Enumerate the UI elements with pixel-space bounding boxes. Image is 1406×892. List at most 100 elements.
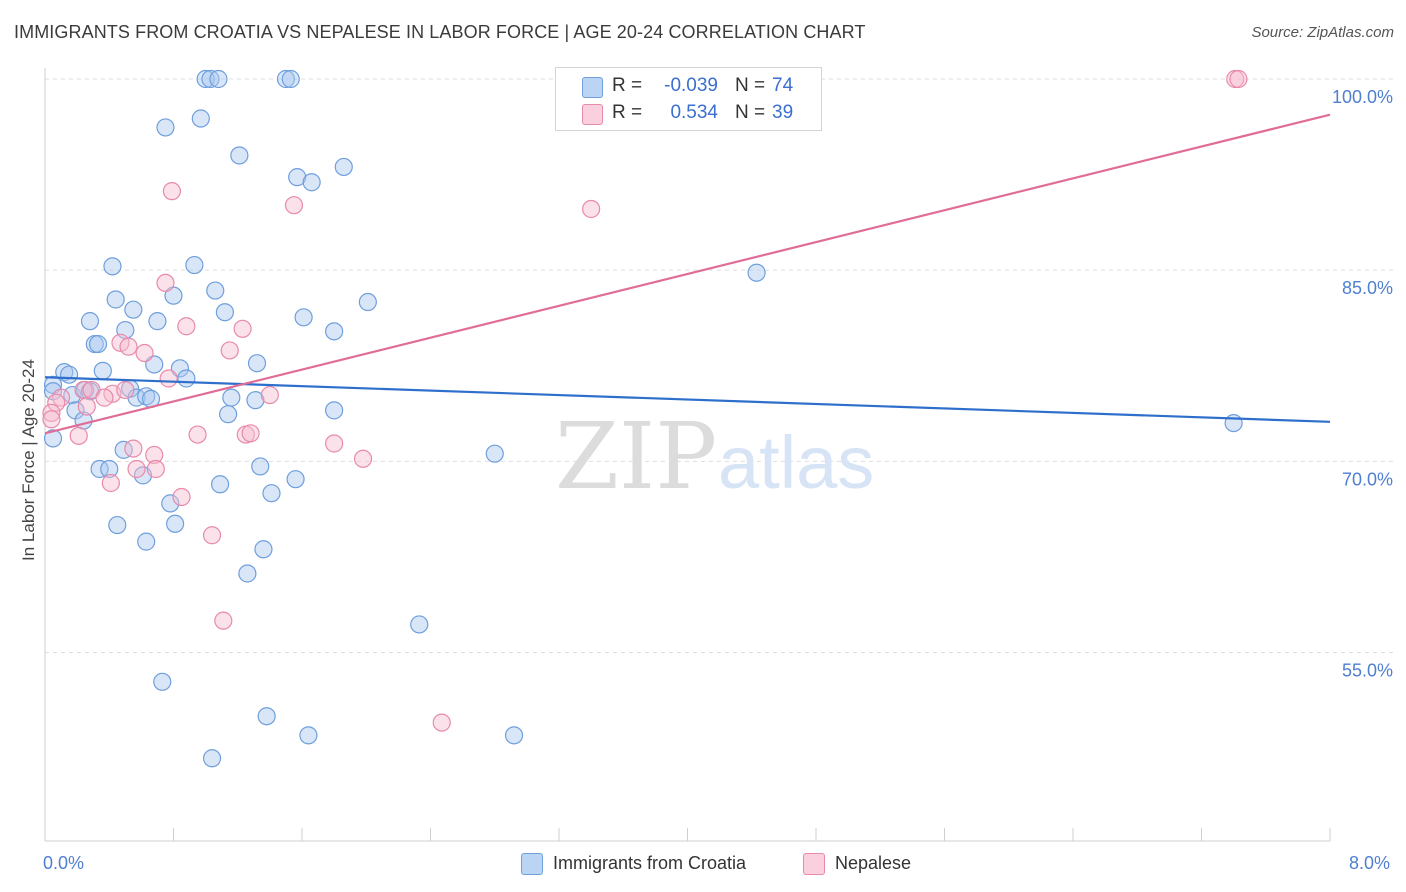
croatia-point xyxy=(191,109,210,128)
watermark: ZIP atlas xyxy=(555,403,874,510)
nepal-point xyxy=(47,393,66,412)
correlation-legend: R = -0.039 N = 74 R = 0.534 N = 39 xyxy=(555,67,822,131)
y-tick-label: 85.0% xyxy=(1342,278,1393,298)
legend-r-label: R = xyxy=(612,102,643,123)
croatia-point xyxy=(137,387,156,406)
croatia-point xyxy=(59,365,79,384)
croatia-point xyxy=(262,484,281,503)
croatia-point xyxy=(246,391,265,410)
croatia-point xyxy=(222,388,241,407)
nepal-point xyxy=(145,445,164,465)
nepal-point xyxy=(241,424,260,443)
nepal-point xyxy=(146,459,165,479)
croatia-point xyxy=(325,401,344,420)
nepal-point xyxy=(127,459,146,479)
croatia-point xyxy=(299,726,318,745)
nepal-point xyxy=(69,426,88,445)
nepal-point xyxy=(156,273,175,293)
legend-swatch-nepal xyxy=(803,853,825,875)
croatia-point xyxy=(196,69,215,89)
nepal-point xyxy=(119,337,138,356)
legend-swatch-croatia xyxy=(582,77,603,98)
nepal-point xyxy=(42,410,61,429)
nepal-point xyxy=(135,343,154,363)
croatia-point xyxy=(230,146,249,165)
croatia-point xyxy=(410,615,429,634)
croatia-point xyxy=(206,281,225,300)
croatia-point xyxy=(137,532,156,551)
croatia-point xyxy=(209,69,228,89)
legend-n-label: N = xyxy=(735,102,766,123)
croatia-point xyxy=(219,405,238,424)
nepal-point xyxy=(124,439,143,458)
x-tick-min: 0.0% xyxy=(43,853,85,873)
croatia-point xyxy=(153,672,172,691)
chart-title: IMMIGRANTS FROM CROATIA VS NEPALESE IN L… xyxy=(14,22,866,42)
nepal-point xyxy=(284,196,304,215)
nepal-point xyxy=(77,397,96,416)
croatia-point xyxy=(302,173,321,192)
nepal-point xyxy=(432,713,451,732)
series-croatia-points xyxy=(43,69,1243,768)
trend-line-croatia xyxy=(44,376,1331,423)
croatia-point xyxy=(202,749,222,768)
legend-n-label: N = xyxy=(735,75,766,96)
croatia-point xyxy=(294,308,313,327)
croatia-point xyxy=(485,444,504,463)
croatia-point xyxy=(106,290,125,309)
nepal-point xyxy=(220,341,239,360)
croatia-point xyxy=(90,459,109,479)
croatia-point xyxy=(100,459,119,479)
croatia-point xyxy=(166,514,185,533)
nepal-point xyxy=(260,385,279,405)
legend-label-nepal: Nepalese xyxy=(835,853,912,873)
croatia-point xyxy=(210,475,230,494)
legend-swatch-nepal xyxy=(582,104,603,125)
nepal-point xyxy=(172,487,191,507)
croatia-point xyxy=(747,263,766,282)
croatia-point xyxy=(93,361,112,380)
croatia-point xyxy=(156,118,175,137)
legend-r-value: 0.534 xyxy=(670,102,718,123)
croatia-point xyxy=(358,292,377,312)
nepal-point xyxy=(101,473,120,493)
nepal-point xyxy=(42,403,61,423)
croatia-point xyxy=(148,312,167,331)
nepal-point xyxy=(95,388,114,407)
croatia-point xyxy=(276,69,296,89)
legend-r-value: -0.039 xyxy=(664,75,718,96)
croatia-point xyxy=(325,322,344,341)
axes xyxy=(44,68,1331,842)
y-tick-label: 70.0% xyxy=(1342,469,1393,489)
croatia-point xyxy=(161,494,180,513)
croatia-point xyxy=(1224,414,1243,433)
x-tick-max: 8.0% xyxy=(1349,853,1391,873)
croatia-point xyxy=(254,540,273,559)
nepal-point xyxy=(214,611,233,630)
croatia-point xyxy=(103,257,122,276)
croatia-point xyxy=(334,157,353,177)
y-tick-labels: 100.0% 85.0% 70.0% 55.0% xyxy=(1332,87,1393,681)
series-legend: Immigrants from Croatia Nepalese xyxy=(0,852,1406,878)
legend-label-croatia: Immigrants from Croatia xyxy=(553,853,747,873)
croatia-point xyxy=(80,312,100,331)
watermark-zip: ZIP xyxy=(555,403,717,510)
nepal-point xyxy=(177,317,196,336)
y-tick-label: 55.0% xyxy=(1342,661,1393,681)
nepal-point xyxy=(188,425,207,444)
legend-r-label: R = xyxy=(612,75,643,96)
nepal-point xyxy=(51,388,71,407)
croatia-point xyxy=(247,354,267,373)
croatia-point xyxy=(114,440,133,459)
croatia-point xyxy=(170,359,190,378)
croatia-point xyxy=(504,726,524,745)
trend-lines xyxy=(44,113,1331,435)
croatia-point xyxy=(215,303,234,322)
nepal-point xyxy=(159,369,178,388)
croatia-point xyxy=(108,515,127,535)
legend-swatch-croatia xyxy=(521,853,543,875)
legend-n-value: 39 xyxy=(772,102,794,123)
nepal-point xyxy=(162,182,181,201)
nepal-point xyxy=(1229,69,1248,89)
